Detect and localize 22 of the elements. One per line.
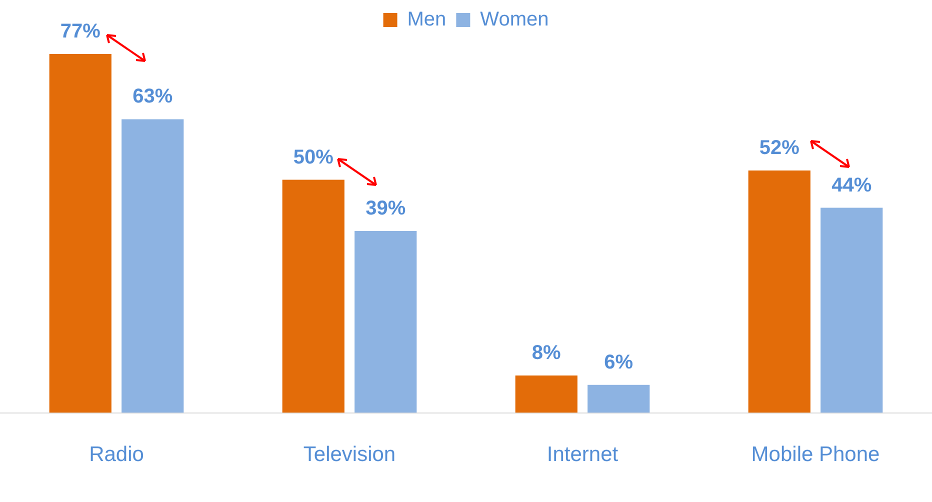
x-tick-label: Radio: [89, 443, 144, 466]
data-label: 50%: [293, 146, 334, 168]
x-tick-label: Mobile Phone: [751, 443, 880, 466]
bar: [122, 119, 184, 413]
data-label: 44%: [832, 174, 872, 196]
data-label: 52%: [759, 136, 800, 159]
data-label: 8%: [532, 342, 562, 364]
legend-label: Men: [407, 8, 446, 31]
bar: [282, 180, 344, 413]
bar: [515, 376, 578, 413]
data-label: 63%: [132, 86, 173, 108]
bar: [49, 54, 112, 413]
legend-label: Women: [480, 8, 549, 31]
data-label: 77%: [60, 20, 101, 42]
bar: [354, 231, 417, 413]
bar: [748, 170, 810, 413]
bar: [820, 208, 883, 413]
data-label: 39%: [366, 198, 406, 220]
x-tick-label: Television: [303, 443, 396, 466]
data-label: 6%: [604, 351, 634, 374]
bar: [588, 384, 650, 413]
x-tick-label: Internet: [546, 443, 618, 466]
